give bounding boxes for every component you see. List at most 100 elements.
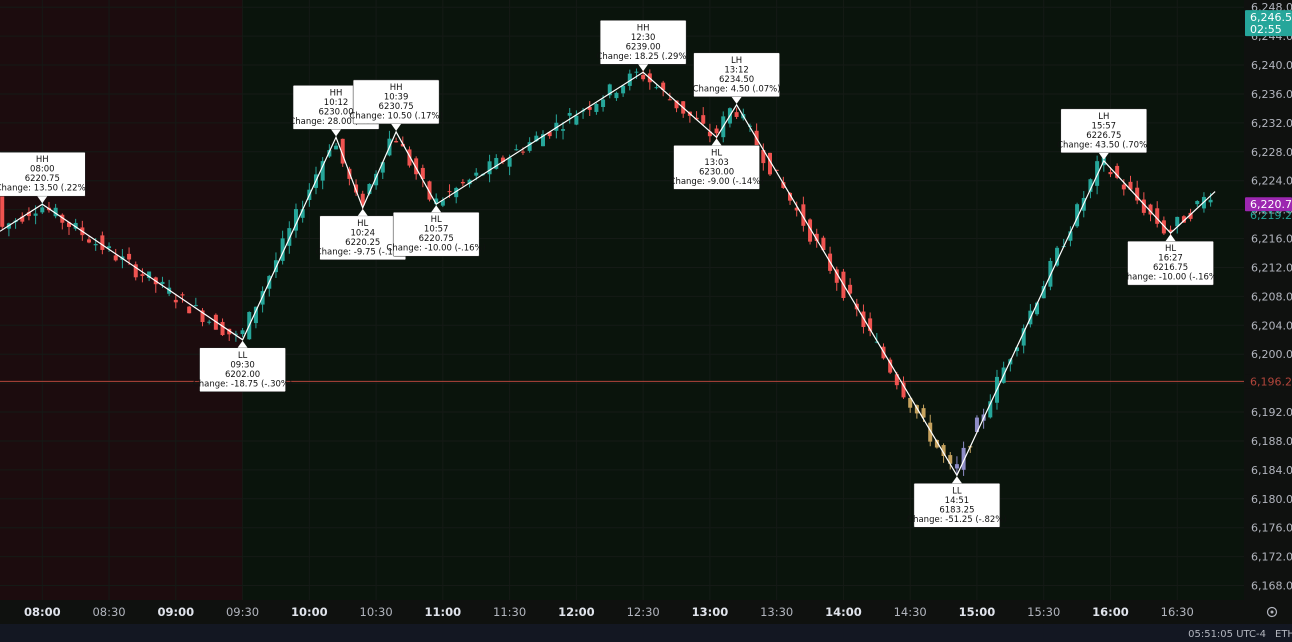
candle-body [988, 401, 993, 418]
candle-body [1181, 216, 1186, 223]
time-tick-label: 08:30 [92, 605, 125, 619]
candle-body [454, 187, 459, 198]
pivot-label-line: 10:39 [384, 92, 409, 102]
candle-body [848, 284, 853, 294]
session-text[interactable]: ETH [1275, 629, 1292, 640]
candle-body [1168, 229, 1173, 232]
pivot-label-line: Change: 18.25 (.29%) [596, 52, 689, 62]
pivot-label-line: Change: -9.75 (-.16%) [316, 247, 410, 257]
candle-body [587, 106, 592, 110]
candle-body [888, 359, 893, 373]
candle-body [320, 161, 325, 181]
candle-body [1055, 247, 1060, 266]
candle-body [621, 85, 626, 94]
candle-body [107, 246, 112, 249]
pivot-label-line: 13:12 [724, 65, 749, 75]
candle-body [928, 422, 933, 442]
candle-body [627, 73, 632, 86]
pivot-label-pointer [638, 64, 649, 72]
pivot-label-line: Change: -51.25 (-.82%) [907, 515, 1007, 525]
price-axis-background [1244, 0, 1292, 624]
candle-body [460, 181, 465, 184]
candle-body [354, 184, 359, 193]
candle-body [500, 157, 505, 163]
pivot-label-line: HH [330, 88, 343, 98]
candle-body [207, 321, 212, 323]
candle-body [33, 213, 38, 216]
price-tick-label: 6,188.00 [1251, 435, 1292, 448]
pivot-label-line: 09:30 [230, 360, 255, 370]
candle-body [1148, 204, 1153, 215]
candle-body [240, 330, 245, 335]
candle-body [394, 141, 399, 143]
pivot-label-line: 16:27 [1158, 254, 1183, 264]
time-tick-label: 13:30 [760, 605, 793, 619]
candle-body [767, 152, 772, 175]
candle-body [20, 216, 25, 222]
candle-body [100, 235, 105, 250]
pivot-label-line: 6230.75 [379, 102, 414, 112]
pivot-label-pointer [711, 138, 722, 146]
time-axis-background [0, 600, 1244, 624]
candle-body [414, 158, 419, 175]
time-tick-label: 15:00 [959, 605, 996, 619]
pivot-label-line: 10:24 [350, 228, 375, 238]
price-tick-label: 6,184.00 [1251, 464, 1292, 477]
candle-body [487, 161, 492, 175]
price-tick-label: 6,212.00 [1251, 261, 1292, 274]
candle-body [1035, 302, 1040, 315]
pivot-label-line: 6234.50 [719, 75, 754, 85]
candle-body [714, 128, 719, 134]
candle-body [707, 131, 712, 137]
candle-body [380, 162, 385, 173]
candle-body [527, 142, 532, 151]
candle-body [561, 129, 566, 131]
pivot-label-pointer [331, 129, 342, 137]
candle-body [1021, 328, 1026, 346]
candle-body [360, 193, 365, 206]
candle-body [874, 341, 879, 343]
time-tick-label: 08:00 [24, 605, 61, 619]
pivot-label-line: Change: -9.00 (-.14%) [670, 177, 764, 187]
grid-lines [0, 0, 1244, 600]
candle-body [514, 149, 519, 151]
time-tick-label: 09:00 [158, 605, 195, 619]
price-tick-label: 6,168.00 [1251, 580, 1292, 593]
candle-body [734, 112, 739, 117]
candle-body [73, 222, 78, 229]
candle-body [1121, 184, 1126, 190]
price-axis[interactable]: 6,168.00 6,172.00 6,176.00 6,180.00 6,184.00… [1251, 1, 1292, 592]
time-tick-label: 11:30 [493, 605, 526, 619]
price-tag: 6,246.5002:55 [1245, 10, 1292, 37]
candle-body [774, 169, 779, 171]
candle-body [427, 181, 432, 200]
price-tag-countdown: 02:55 [1250, 23, 1282, 36]
price-tag-text: 6,246.50 [1250, 11, 1292, 24]
pivot-label-line: 6202.00 [225, 370, 260, 380]
pivot-label-line: 6183.25 [939, 505, 974, 515]
candle-body [667, 99, 672, 101]
pivot-label-pointer [951, 476, 962, 484]
horizontal-line-price-tag: 6,196.25 [1245, 374, 1292, 389]
candle-body [160, 281, 165, 284]
time-tick-label: 14:00 [825, 605, 862, 619]
candle-body [140, 274, 145, 276]
candle-body [440, 200, 445, 206]
candle-body [534, 135, 539, 142]
candle-body [821, 237, 826, 251]
gear-icon[interactable] [1266, 606, 1278, 618]
price-tag: 6,219.25 [1250, 209, 1292, 222]
pivot-label-line: 6239.00 [626, 42, 661, 52]
candle-body [0, 191, 5, 227]
time-axis[interactable]: 08:00 08:30 09:00 09:30 10:00 10:30 11:00 11:30… [24, 605, 1194, 619]
time-tick-label: 11:00 [425, 605, 462, 619]
price-tick-label: 6,236.00 [1251, 88, 1292, 101]
pivot-label-line: HH [637, 23, 650, 33]
pivot-label-line: 6216.75 [1153, 263, 1188, 273]
